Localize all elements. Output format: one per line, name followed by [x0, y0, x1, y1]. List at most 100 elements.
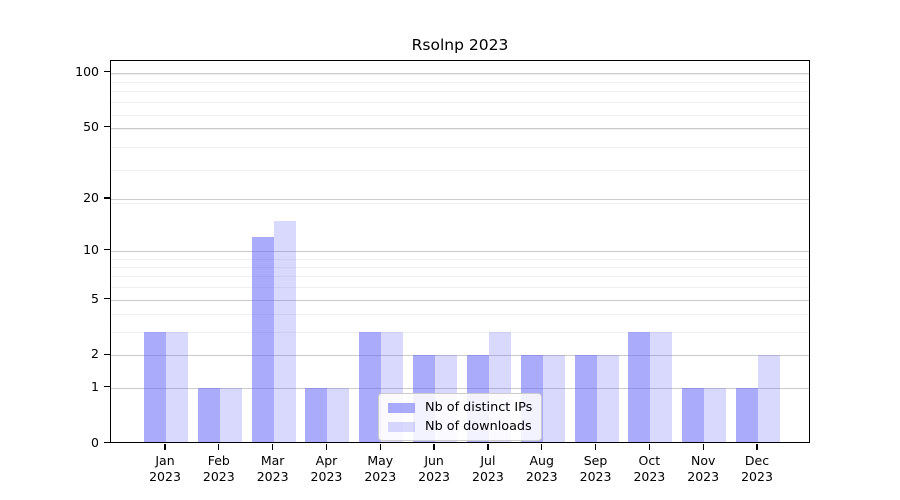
x-tick-year: 2023: [741, 468, 773, 484]
major-gridline: [111, 198, 809, 200]
x-tick-month: Mar: [260, 453, 285, 468]
legend: Nb of distinct IPs Nb of downloads: [378, 393, 543, 441]
x-tick-month: Jul: [480, 453, 496, 468]
bar-distinct-ips-oct: [628, 332, 651, 442]
x-tick-month: Dec: [744, 453, 770, 468]
y-axis-tick: [103, 386, 111, 388]
minor-gridline: [111, 170, 809, 172]
y-tick-label: 2: [91, 346, 99, 362]
y-axis-tick: [103, 249, 111, 251]
x-tick-year: 2023: [149, 468, 181, 484]
minor-gridline: [111, 258, 809, 260]
x-tick-month: Oct: [638, 453, 661, 468]
bar-distinct-ips-nov: [682, 387, 705, 442]
x-tick-label-jun: Jun 2023: [404, 453, 464, 484]
bar-distinct-ips-apr: [305, 387, 328, 442]
x-axis-tick: [325, 443, 328, 450]
bar-downloads-dec: [758, 355, 780, 442]
minor-gridline: [111, 73, 809, 75]
y-axis-tick: [103, 297, 111, 300]
legend-item: Nb of distinct IPs: [388, 400, 532, 415]
bar-downloads-nov: [704, 387, 727, 442]
y-tick-label: 20: [83, 189, 99, 205]
bar-downloads-sep: [596, 355, 619, 442]
y-axis-tick: [103, 125, 111, 128]
x-tick-year: 2023: [202, 468, 235, 484]
bar-downloads-jan: [166, 332, 188, 442]
x-tick-label-mar: Mar 2023: [243, 453, 303, 484]
x-tick-label-aug: Aug 2023: [512, 453, 572, 484]
y-tick-label: 5: [91, 290, 99, 306]
x-tick-month: Jun: [424, 453, 444, 468]
x-tick-year: 2023: [525, 468, 558, 484]
minor-gridline: [111, 314, 809, 316]
x-axis-tick: [756, 443, 758, 450]
x-tick-label-oct: Oct 2023: [619, 453, 679, 484]
minor-gridline: [111, 202, 809, 204]
x-axis-tick: [702, 443, 704, 450]
minor-gridline: [111, 91, 809, 93]
minor-gridline: [111, 287, 809, 289]
y-tick-label: 100: [75, 63, 99, 79]
bar-distinct-ips-feb: [197, 387, 220, 442]
x-axis-tick: [218, 443, 220, 450]
minor-gridline: [111, 332, 809, 334]
x-tick-label-may: May 2023: [350, 453, 410, 484]
x-tick-year: 2023: [633, 468, 666, 484]
x-tick-year: 2023: [472, 468, 504, 484]
x-tick-label-apr: Apr 2023: [296, 453, 356, 484]
x-tick-year: 2023: [310, 468, 343, 484]
bar-distinct-ips-mar: [251, 237, 274, 442]
y-axis-tick: [103, 197, 111, 199]
minor-gridline: [111, 147, 809, 149]
x-tick-month: Jan: [155, 453, 175, 468]
x-tick-label-jul: Jul 2023: [458, 453, 518, 484]
minor-gridline: [111, 266, 809, 268]
bar-distinct-ips-dec: [736, 387, 758, 442]
x-tick-label-dec: Dec 2023: [727, 453, 787, 484]
y-tick-label: 10: [83, 241, 99, 257]
legend-label: Nb of distinct IPs: [425, 400, 533, 415]
major-gridline: [111, 72, 809, 74]
x-axis-tick: [487, 443, 489, 450]
minor-gridline: [111, 129, 809, 131]
x-tick-year: 2023: [579, 468, 612, 484]
y-tick-label: 50: [83, 118, 99, 134]
x-tick-month: Apr: [315, 453, 338, 468]
x-tick-label-jan: Jan 2023: [135, 453, 195, 484]
minor-gridline: [111, 276, 809, 278]
y-tick-label: 1: [91, 378, 99, 394]
bar-distinct-ips-sep: [574, 355, 597, 442]
x-tick-month: Aug: [529, 453, 554, 468]
major-gridline: [111, 355, 809, 357]
x-tick-month: Feb: [207, 453, 230, 468]
minor-gridline: [111, 114, 809, 116]
x-tick-year: 2023: [418, 468, 450, 484]
x-tick-month: Nov: [690, 453, 716, 468]
y-tick-label: 0: [91, 434, 99, 450]
x-axis-tick: [379, 443, 381, 450]
bar-downloads-feb: [219, 387, 242, 442]
bar-distinct-ips-may: [359, 332, 382, 442]
chart-title: Rsolnp 2023: [411, 36, 509, 54]
major-gridline: [111, 127, 809, 129]
legend-swatch-downloads: [388, 421, 415, 432]
legend-item: Nb of downloads: [388, 419, 532, 434]
legend-swatch-distinct-ips: [388, 402, 415, 413]
legend-label: Nb of downloads: [425, 419, 532, 434]
x-axis-tick: [433, 443, 435, 450]
bar-downloads-oct: [650, 332, 673, 442]
x-tick-month: May: [367, 453, 394, 468]
x-tick-year: 2023: [364, 468, 397, 484]
major-gridline: [111, 299, 809, 301]
y-axis-tick: [103, 71, 111, 73]
minor-gridline: [111, 81, 809, 83]
x-tick-year: 2023: [687, 468, 720, 484]
y-axis-tick: [103, 353, 111, 355]
x-axis-tick: [648, 443, 650, 450]
plot-area: [110, 60, 810, 443]
bar-downloads-mar: [273, 220, 296, 442]
major-gridline: [111, 387, 809, 389]
x-tick-month: Sep: [583, 453, 608, 468]
